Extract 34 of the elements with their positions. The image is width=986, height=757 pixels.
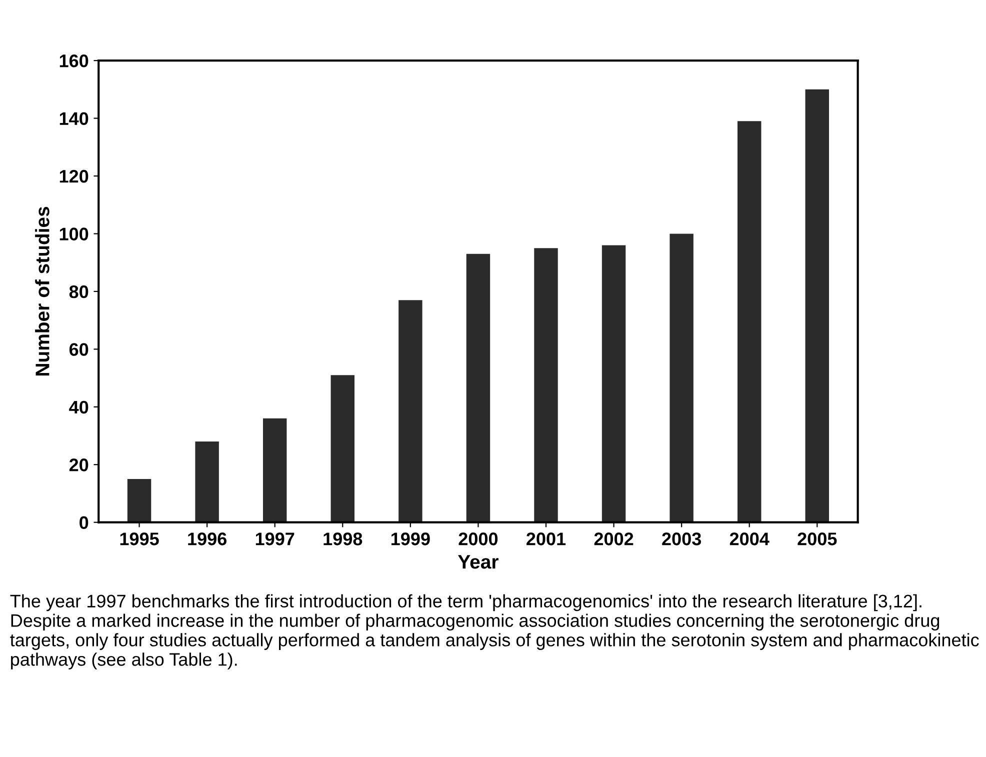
x-tick-label: 2001 [526,532,566,546]
x-tick-label: 2004 [730,532,770,546]
x-tick-label: 2000 [458,532,498,546]
y-tick-label: 140 [60,112,88,125]
bar [534,248,558,522]
x-axis-title: Year [458,555,498,569]
y-tick-label: 80 [69,285,88,298]
y-tick-label: 100 [60,228,88,240]
y-tick-label: 120 [60,170,88,183]
bar [262,418,287,522]
y-tick-label: 20 [69,458,88,472]
x-tick-label: 2003 [662,532,702,546]
bar [737,121,762,522]
bar [670,234,694,522]
bar [398,300,422,522]
x-tick-label: 1997 [256,532,294,546]
x-tick-label: 1999 [391,532,430,546]
x-tick-label: 2005 [798,532,837,546]
y-tick-label: 160 [60,54,88,68]
y-tick-label: 0 [80,516,88,530]
bar [805,89,830,522]
bar [127,479,152,522]
y-tick-label: 60 [69,343,88,356]
bar [602,245,626,522]
x-tick-label: 1996 [188,532,226,546]
y-axis-title: Number of studies [35,206,50,376]
x-tick-label: 1995 [120,532,159,546]
x-tick-label: 2002 [594,532,634,546]
x-tick-label: 1998 [324,532,362,546]
text: The year 1997 benchmarks the first introduction of the term 'pharmacogenomics' into the research literature [3,12]. Despite a marked increase in the number of pharmacogenomic association studies concerning the serotonergic drug targets, only four studies actually performed a tandem analysis of genes within the serotonin system and pharmacokinetic pathways (see also Table 1). [10,594,979,670]
bar [330,375,354,522]
bar [466,254,490,522]
y-tick-label: 40 [69,400,88,414]
bar [195,442,219,522]
